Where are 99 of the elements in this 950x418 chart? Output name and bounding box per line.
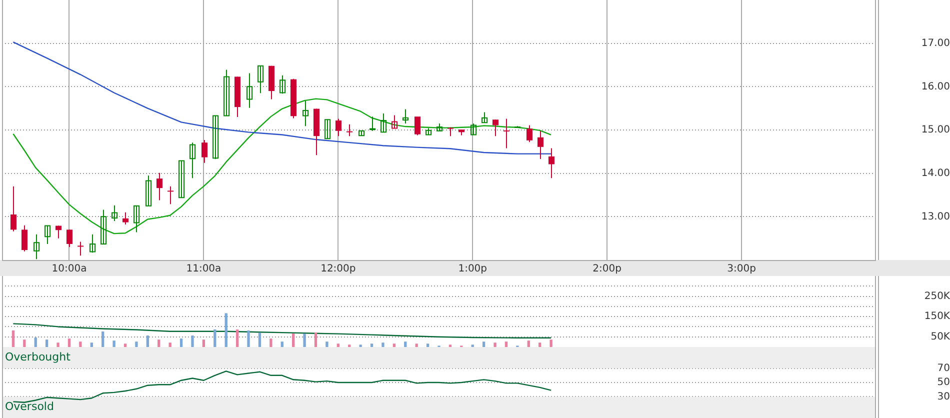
bar — [326, 342, 328, 347]
candlestick — [492, 119, 498, 137]
candlestick — [526, 124, 532, 143]
candlestick — [56, 225, 62, 239]
bar — [280, 342, 284, 347]
candlestick — [548, 148, 554, 179]
candlestick — [504, 118, 510, 149]
y-tick-label: 70 — [937, 362, 950, 374]
x-tick-label: 12:00p — [320, 264, 356, 275]
candlestick — [302, 100, 308, 127]
candlestick — [224, 69, 230, 116]
candlestick — [538, 130, 544, 160]
bar — [504, 342, 508, 347]
candlestick — [22, 224, 28, 252]
candlestick — [122, 212, 128, 225]
bar — [336, 344, 340, 347]
candlestick — [66, 229, 72, 248]
candlestick — [168, 186, 174, 205]
bar — [191, 336, 194, 347]
bar — [168, 342, 172, 347]
candlestick — [212, 115, 218, 160]
bar — [314, 332, 318, 347]
x-tick-label: 11:00a — [186, 264, 222, 275]
candlestick — [134, 205, 140, 233]
y-tick-label: 30 — [937, 391, 950, 402]
bar — [180, 338, 183, 347]
bar — [482, 342, 486, 347]
x-tick-label: 2:00p — [592, 264, 622, 275]
candlestick — [178, 160, 184, 198]
bar — [370, 344, 374, 347]
candlestick — [380, 113, 386, 133]
candlestick — [324, 119, 330, 140]
y-tick-label: 13.00 — [921, 211, 950, 222]
y-tick-label: 14.00 — [921, 168, 950, 179]
bar — [124, 344, 127, 347]
candlestick — [44, 225, 50, 244]
bar — [79, 342, 82, 347]
candlestick — [100, 209, 106, 244]
bar — [214, 329, 216, 347]
candlestick — [470, 123, 476, 136]
bar — [102, 331, 104, 347]
bar — [538, 342, 542, 347]
bar — [56, 342, 60, 347]
candlestick — [112, 204, 118, 222]
bar — [146, 336, 149, 347]
candlestick — [346, 124, 352, 137]
x-tick-label: 3:00p — [727, 264, 756, 275]
bar — [550, 340, 552, 347]
candlestick — [482, 112, 488, 124]
candlestick — [280, 74, 286, 94]
bar — [34, 338, 37, 347]
bar — [23, 340, 26, 347]
candlestick — [146, 175, 152, 206]
bar — [415, 344, 418, 347]
bar — [90, 342, 93, 347]
candlestick — [78, 241, 84, 256]
bar — [202, 340, 206, 347]
candlestick — [34, 234, 40, 260]
x-tick-label: 1:00p — [458, 264, 488, 275]
bar — [224, 313, 228, 347]
y-tick-label: 16.00 — [921, 81, 950, 92]
bar — [135, 342, 138, 347]
candlestick — [90, 234, 96, 254]
bar — [426, 344, 430, 347]
band-label: Overbought — [5, 350, 72, 364]
x-tick-label: 10:00a — [52, 264, 87, 275]
bar — [382, 342, 384, 347]
bar — [45, 340, 48, 347]
candlestick — [202, 139, 208, 164]
bar — [494, 342, 496, 347]
y-tick-label: 15.00 — [921, 124, 950, 136]
bar — [68, 338, 71, 347]
candlestick — [258, 65, 264, 94]
candlestick — [392, 114, 398, 129]
bar — [270, 338, 272, 347]
bar — [258, 332, 262, 347]
y-tick-label: 50 — [937, 377, 950, 388]
y-tick-label: 17.00 — [921, 38, 950, 49]
bar — [404, 342, 407, 347]
bar — [303, 333, 306, 347]
bar — [392, 344, 396, 347]
candlestick — [190, 142, 196, 179]
bar — [158, 340, 160, 347]
y-tick-label: 250K — [924, 290, 950, 302]
candlestick — [246, 72, 252, 108]
bar — [247, 330, 250, 347]
candlestick — [414, 116, 420, 136]
candlestick — [402, 108, 408, 124]
band-label: Oversold — [5, 400, 54, 414]
candlestick — [336, 118, 342, 137]
bar — [527, 340, 530, 347]
y-tick-label: 150K — [924, 311, 950, 322]
bar — [236, 329, 239, 347]
candlestick — [10, 186, 16, 232]
bar — [12, 330, 15, 347]
bar — [292, 333, 295, 347]
candlestick — [156, 172, 162, 201]
bar — [112, 340, 116, 347]
y-tick-label: 50K — [930, 331, 950, 342]
